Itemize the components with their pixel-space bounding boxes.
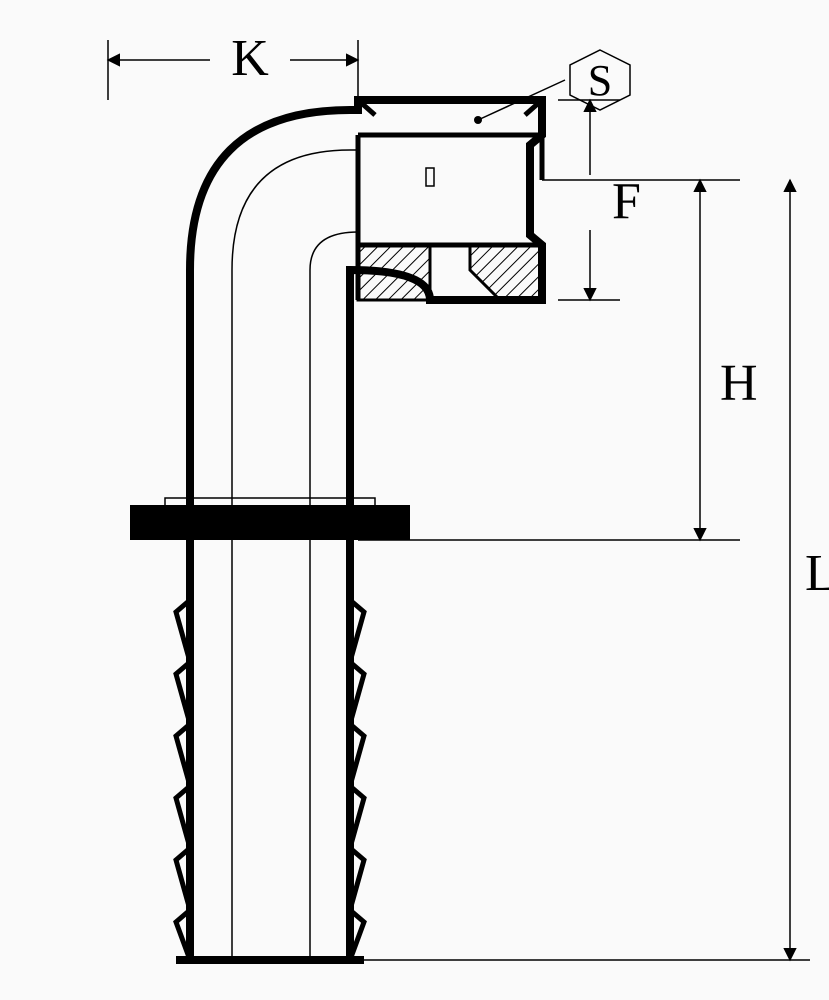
barb-stem <box>176 540 364 960</box>
label-f: F <box>612 173 641 230</box>
hatch-left <box>358 245 430 300</box>
label-s: S <box>588 56 612 105</box>
label-l: L <box>805 545 829 602</box>
leader-s-dot <box>474 116 482 124</box>
hatch-right <box>470 245 542 300</box>
label-h: H <box>720 355 758 412</box>
elbow-outer <box>190 100 542 520</box>
label-k: K <box>231 30 269 87</box>
bore-outer-a <box>232 150 358 520</box>
pin <box>426 168 434 186</box>
